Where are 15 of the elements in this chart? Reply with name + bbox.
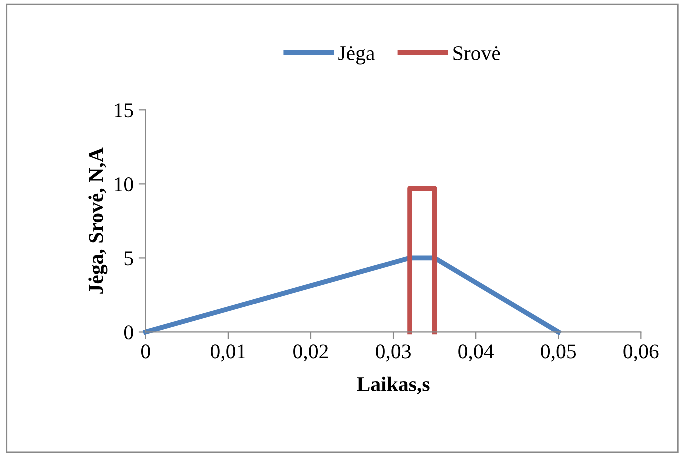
- x-tick-label: 0: [141, 344, 150, 359]
- x-tick-label: 0,04: [458, 344, 494, 362]
- x-axis-title: Laikas,s: [357, 376, 430, 395]
- y-tick-label: 15: [115, 104, 134, 118]
- y-axis-title: Jėga, Srovė, N,A: [88, 148, 108, 294]
- x-tick-label: 0,03: [376, 344, 411, 362]
- x-tick-label: 0,01: [211, 344, 246, 362]
- legend-label: Jėga: [338, 46, 375, 65]
- x-tick-label: 0,02: [294, 344, 328, 362]
- y-tick-label: 10: [115, 178, 134, 192]
- y-tick-label: 5: [124, 252, 134, 266]
- y-tick-label: 0: [124, 326, 134, 340]
- legend-label: Srovė: [454, 46, 500, 60]
- x-tick-label: 0,06: [624, 344, 659, 362]
- x-tick-label: 0,05: [541, 344, 576, 362]
